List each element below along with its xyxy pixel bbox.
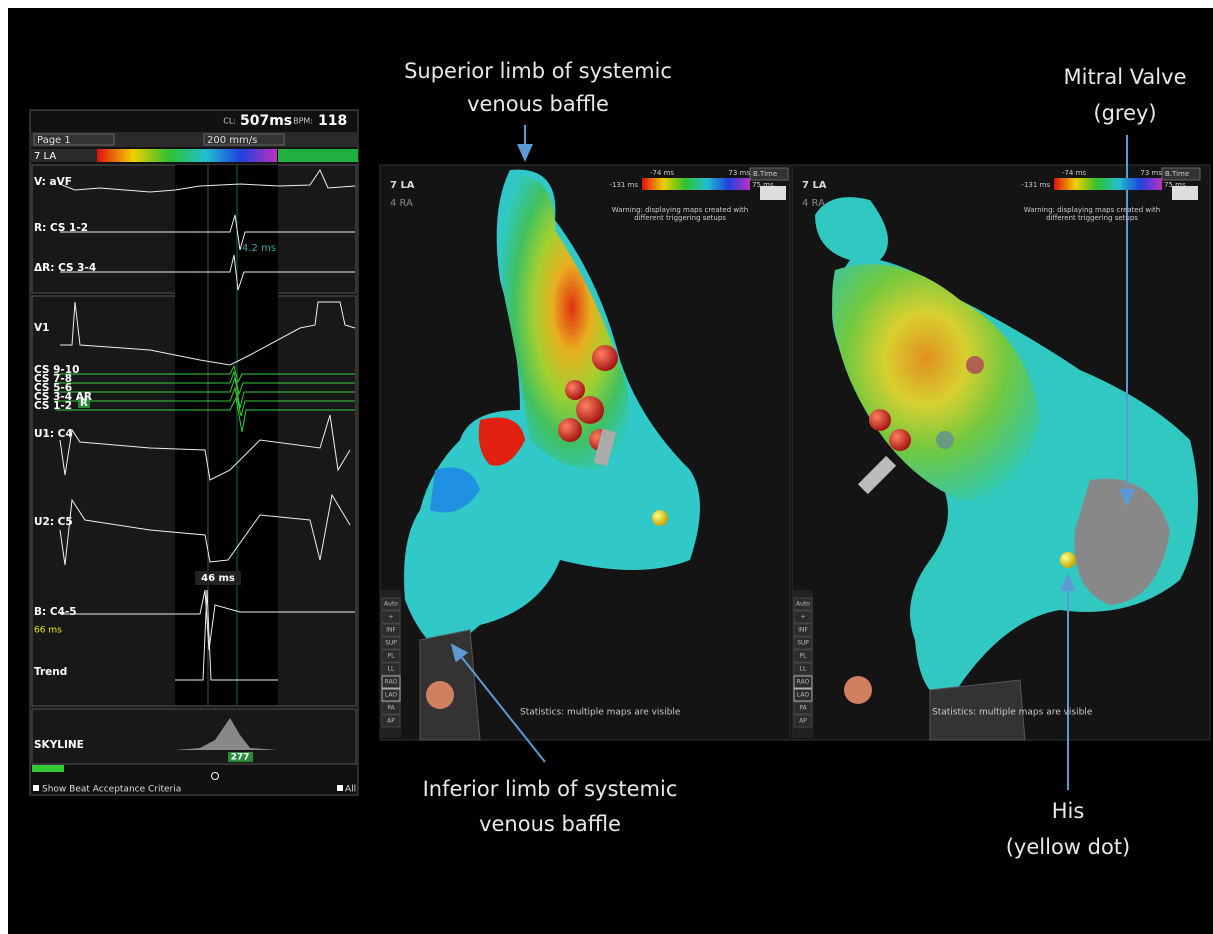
annotation: (yellow dot) bbox=[1006, 835, 1131, 859]
view-label[interactable]: RAO bbox=[797, 679, 810, 686]
color-bar-green bbox=[278, 149, 358, 162]
mode-label[interactable]: B.Time bbox=[753, 170, 777, 178]
map-button[interactable] bbox=[1172, 186, 1198, 200]
view-label[interactable]: + bbox=[388, 614, 393, 621]
view-label[interactable]: SUP bbox=[797, 640, 809, 647]
channel-label: B: C4-5 bbox=[34, 606, 77, 618]
view-label[interactable]: LL bbox=[388, 666, 395, 673]
ablation-point bbox=[966, 356, 984, 374]
annotation: His bbox=[1052, 799, 1085, 823]
view-label[interactable]: PA bbox=[387, 705, 395, 712]
map-name: 7 LA bbox=[390, 180, 415, 191]
annotation: venous baffle bbox=[479, 812, 621, 836]
view-label[interactable]: PL bbox=[388, 653, 396, 660]
cs-delay: 4.2 ms bbox=[242, 243, 276, 254]
map-button[interactable] bbox=[760, 186, 786, 200]
ablation-point bbox=[592, 345, 618, 371]
scale-label: 73 ms bbox=[728, 169, 750, 177]
map-name: 4 RA bbox=[390, 198, 413, 209]
channel-label: V: aVF bbox=[34, 176, 72, 188]
scale-label: -74 ms bbox=[650, 169, 674, 177]
ablation-point bbox=[558, 418, 582, 442]
skyline-box bbox=[32, 709, 356, 764]
view-label[interactable]: LAO bbox=[385, 692, 397, 699]
warning: different triggering setups bbox=[1046, 214, 1138, 222]
slider-start[interactable] bbox=[32, 765, 64, 772]
channel-label: U2: C5 bbox=[34, 516, 73, 528]
statistics: Statistics: multiple maps are visible bbox=[932, 708, 1093, 718]
map-right bbox=[792, 165, 1210, 740]
ablation-point bbox=[565, 380, 585, 400]
view-label[interactable]: SUP bbox=[385, 640, 397, 647]
scale-label: -131 ms bbox=[609, 181, 638, 189]
annotation: Mitral Valve bbox=[1064, 65, 1187, 89]
torso-icon bbox=[844, 676, 872, 704]
torso-icon bbox=[426, 681, 454, 709]
view-label[interactable]: AP bbox=[799, 718, 807, 725]
b-delay: 46 ms bbox=[201, 573, 235, 584]
view-label[interactable]: AP bbox=[387, 718, 395, 725]
channel-label: SKYLINE bbox=[34, 739, 84, 751]
channel-label: U1: C4 bbox=[34, 428, 73, 440]
color-bar bbox=[97, 149, 277, 162]
ablation-point bbox=[869, 409, 891, 431]
speed-label[interactable]: 200 mm/s bbox=[207, 135, 257, 146]
checkbox[interactable] bbox=[337, 785, 343, 791]
scale-label: -131 ms bbox=[1021, 181, 1050, 189]
annotation: venous baffle bbox=[467, 92, 609, 116]
map-left bbox=[380, 165, 790, 740]
page: CL: 507ms BPM: 118 Page 1 200 mm/s 7 LA … bbox=[0, 0, 1213, 934]
view-label[interactable]: + bbox=[800, 614, 805, 621]
view-label[interactable]: INF bbox=[386, 627, 396, 634]
annotation: (grey) bbox=[1093, 101, 1156, 125]
warning: different triggering setups bbox=[634, 214, 726, 222]
b-value: 66 ms bbox=[34, 626, 62, 636]
view-label[interactable]: PL bbox=[800, 653, 808, 660]
ecg-panel bbox=[30, 110, 358, 795]
view-label[interactable]: RAO bbox=[385, 679, 398, 686]
his-dot bbox=[1060, 552, 1076, 568]
all-toggle[interactable]: All bbox=[345, 785, 356, 795]
channel-label: V1 bbox=[34, 322, 49, 334]
view-label[interactable]: INF bbox=[798, 627, 808, 634]
cl-label: CL: bbox=[223, 117, 236, 126]
beat-criteria[interactable]: Show Beat Acceptance Criteria bbox=[42, 785, 181, 795]
ablation-point bbox=[576, 396, 604, 424]
warning: Warning: displaying maps created with bbox=[612, 206, 748, 214]
map-select-label[interactable]: 7 LA bbox=[34, 151, 56, 162]
scale-label: -74 ms bbox=[1062, 169, 1086, 177]
bpm-value: 118 bbox=[318, 113, 347, 129]
cl-value: 507ms bbox=[240, 113, 292, 129]
annotation: Superior limb of systemic bbox=[404, 59, 672, 83]
channel-label: ΔR: CS 3-4 bbox=[34, 262, 96, 274]
view-label[interactable]: PA bbox=[799, 705, 807, 712]
map-name: 4 RA bbox=[802, 198, 825, 209]
view-label[interactable]: Auto bbox=[384, 601, 398, 608]
scale-bar bbox=[1054, 178, 1162, 190]
scale-bar bbox=[642, 178, 750, 190]
ablation-point bbox=[889, 429, 911, 451]
mode-label[interactable]: B.Time bbox=[1165, 170, 1189, 178]
page-label[interactable]: Page 1 bbox=[37, 135, 71, 146]
view-label[interactable]: LL bbox=[800, 666, 807, 673]
checkbox[interactable] bbox=[33, 785, 39, 791]
figure: CL: 507ms BPM: 118 Page 1 200 mm/s 7 LA … bbox=[0, 0, 1213, 934]
map-name: 7 LA bbox=[802, 180, 827, 191]
ablation-point bbox=[936, 431, 954, 449]
view-label[interactable]: Auto bbox=[796, 601, 810, 608]
skyline-value: 277 bbox=[231, 753, 250, 763]
channel-label: Trend bbox=[34, 666, 67, 678]
view-label[interactable]: LAO bbox=[797, 692, 809, 699]
statistics: Statistics: multiple maps are visible bbox=[520, 708, 681, 718]
annotation: Inferior limb of systemic bbox=[423, 777, 678, 801]
channel-label: CS 1-2 bbox=[34, 400, 72, 412]
mesh bbox=[420, 630, 480, 740]
scale-label: 73 ms bbox=[1140, 169, 1162, 177]
channel-label: R: CS 1-2 bbox=[34, 222, 88, 234]
his-dot bbox=[652, 510, 668, 526]
warning: Warning: displaying maps created with bbox=[1024, 206, 1160, 214]
bpm-label: BPM: bbox=[293, 117, 313, 126]
